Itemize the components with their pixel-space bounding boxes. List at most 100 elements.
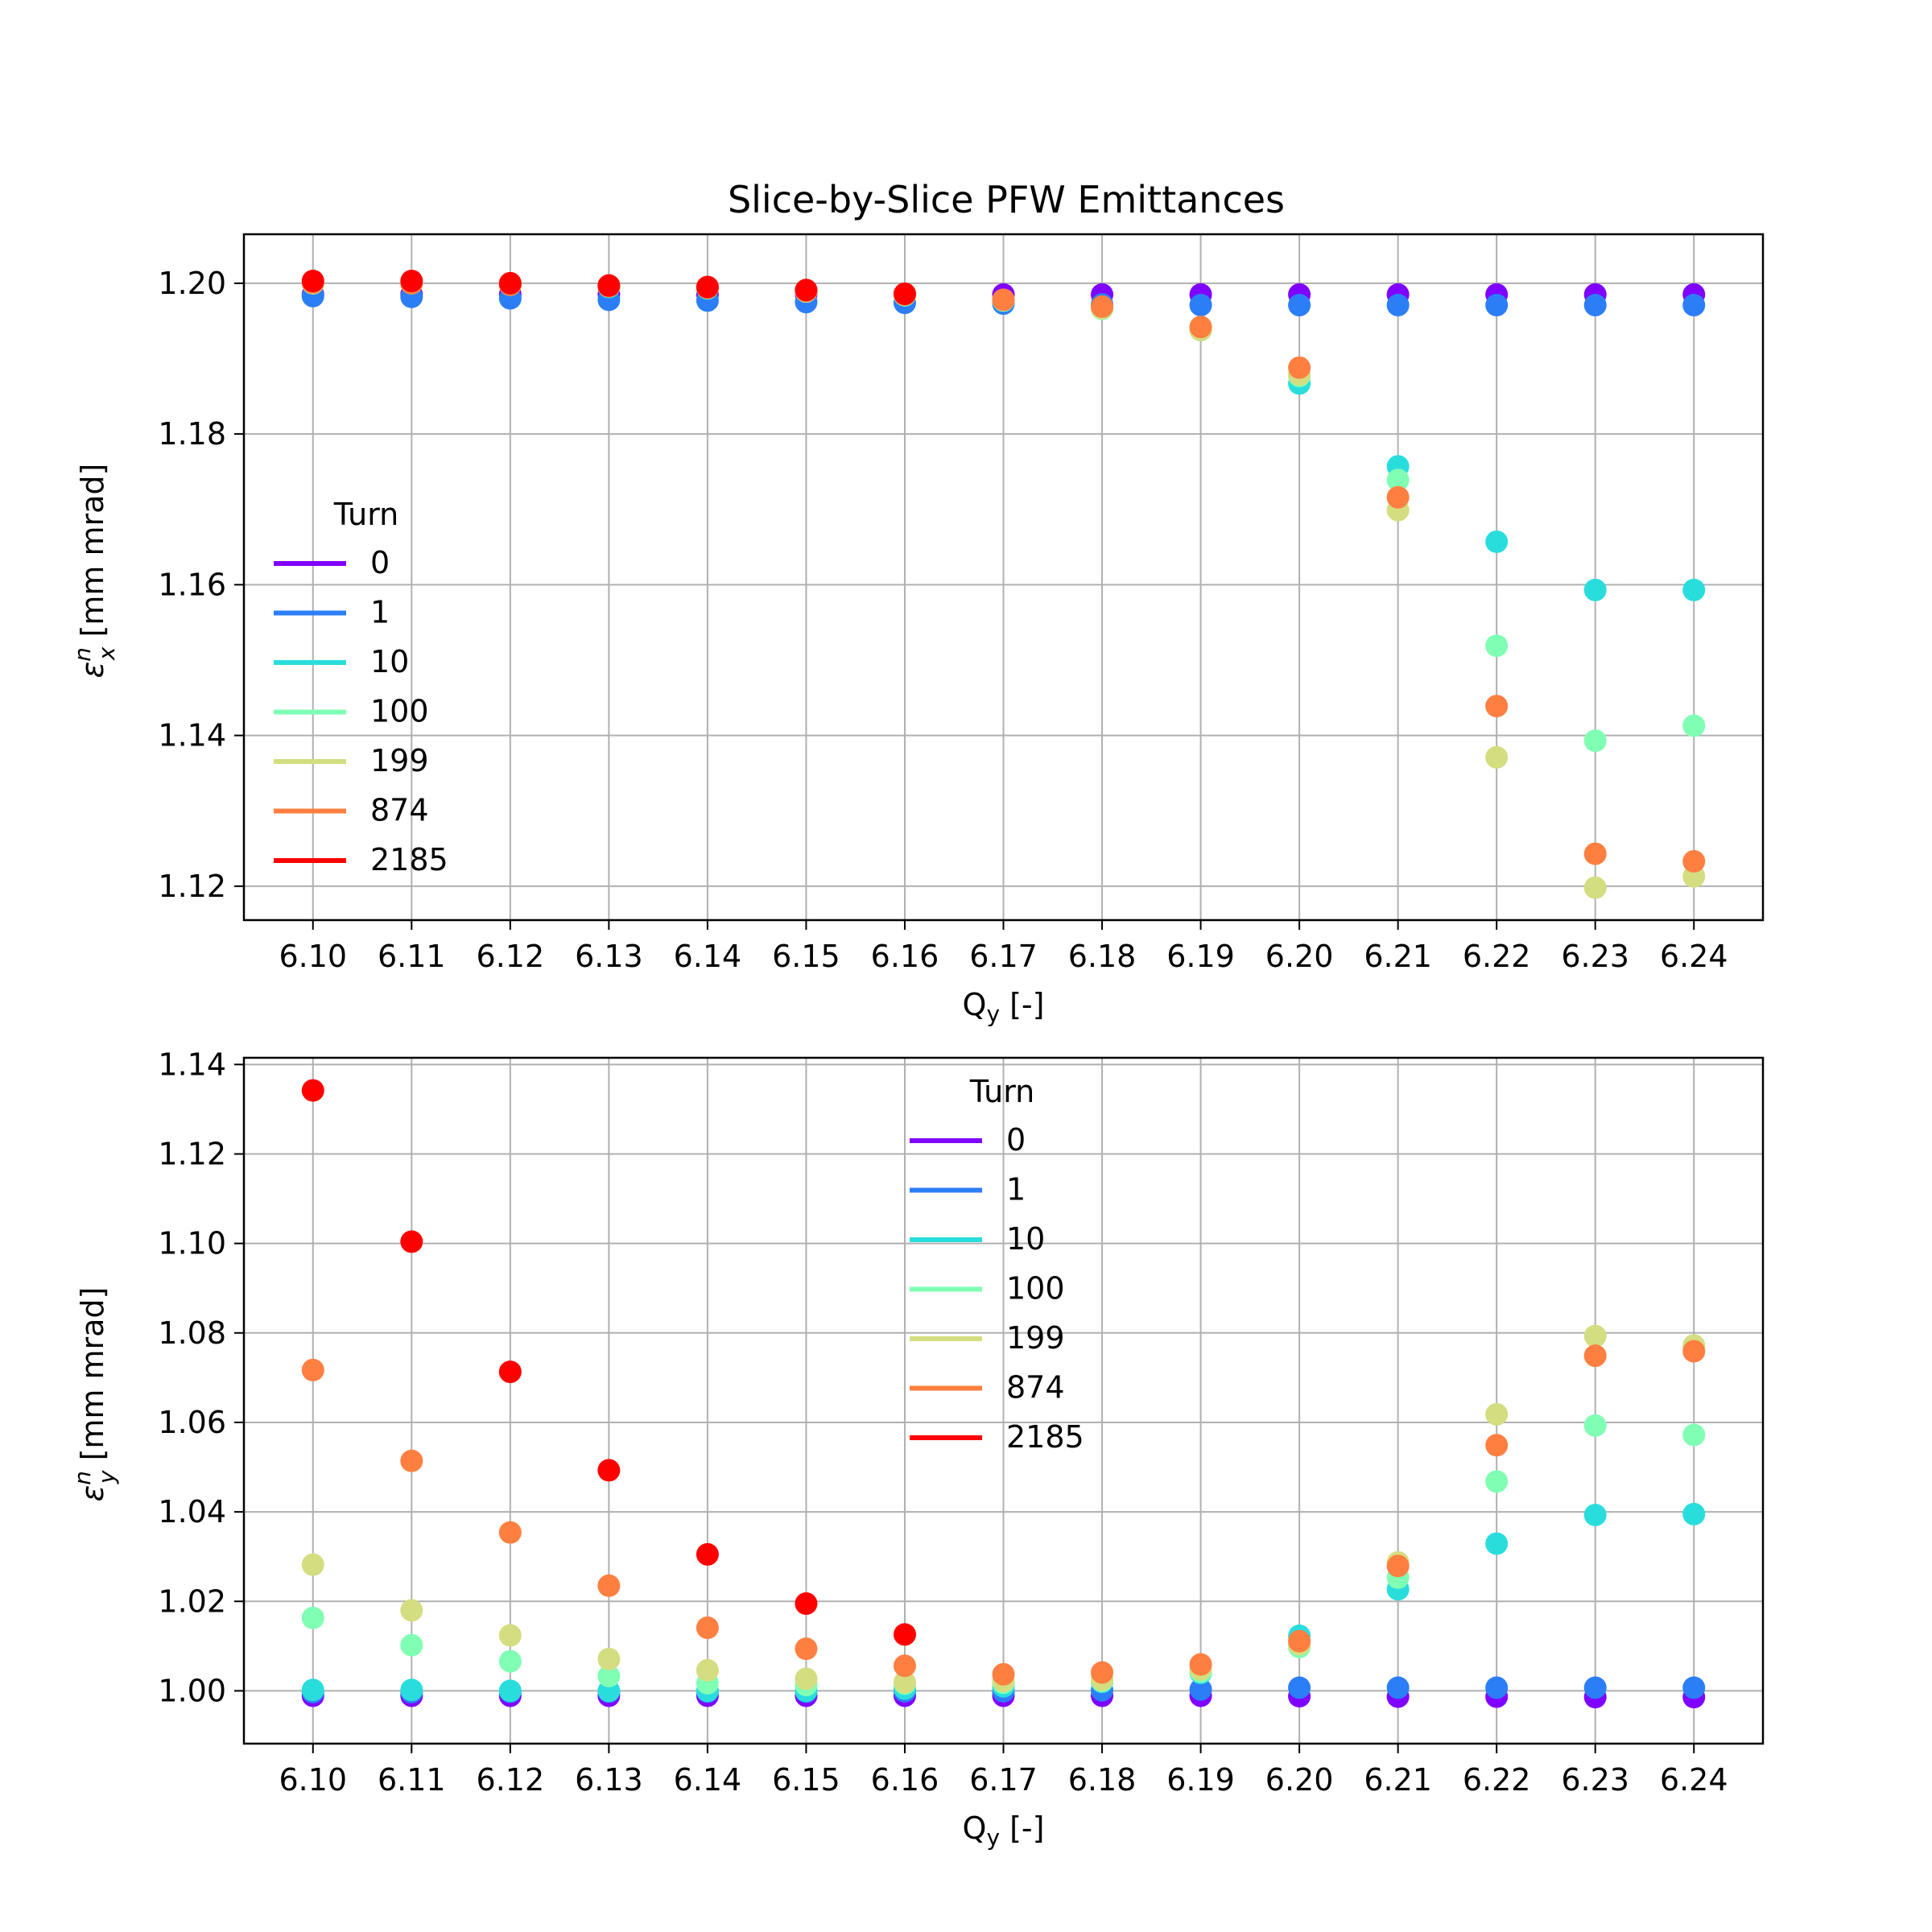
top-point-turn-199 [1485, 745, 1509, 769]
top-point-turn-2185 [400, 270, 423, 293]
top-point-turn-874 [1682, 849, 1706, 873]
top-point-turn-100 [1682, 714, 1706, 737]
bottom-y-tick-label: 1.08 [158, 1315, 226, 1351]
top-point-turn-1 [1386, 294, 1410, 317]
top-point-turn-874 [1583, 842, 1607, 865]
bottom-point-turn-1 [1485, 1676, 1509, 1699]
bottom-x-tick-label: 6.16 [871, 1762, 939, 1798]
bottom-x-tick-label: 6.10 [279, 1762, 347, 1798]
bottom-point-turn-874 [893, 1654, 916, 1678]
top-y-tick-label: 1.14 [158, 718, 226, 753]
top-x-tick-label: 6.18 [1068, 939, 1137, 974]
bottom-x-tick-label: 6.24 [1660, 1762, 1728, 1798]
top-legend-label-10: 10 [370, 644, 409, 679]
top-x-tick-label: 6.23 [1561, 939, 1629, 974]
top-point-turn-1 [1485, 294, 1509, 317]
bottom-point-turn-2185 [301, 1079, 324, 1102]
bottom-legend-label-874: 874 [1006, 1370, 1065, 1406]
top-x-tick-label: 6.13 [575, 939, 643, 974]
bottom-point-turn-199 [893, 1670, 916, 1694]
top-ticks: 6.10 6.11 6.12 6.13 6.14 6.15 6.16 6.17 6.18 6.19… [158, 266, 1728, 974]
top-x-tick-label: 6.15 [772, 939, 840, 974]
bottom-point-turn-1 [1189, 1678, 1212, 1701]
top-point-turn-2185 [498, 271, 522, 295]
top-data-points [301, 270, 1706, 899]
top-point-turn-874 [1189, 316, 1212, 339]
bottom-point-turn-874 [696, 1616, 719, 1640]
top-y-tick-label: 1.18 [158, 416, 226, 452]
bottom-point-turn-874 [1386, 1554, 1410, 1578]
bottom-point-turn-199 [1485, 1402, 1509, 1426]
bottom-point-turn-100 [301, 1606, 324, 1629]
top-point-turn-874 [1288, 356, 1311, 379]
bottom-x-tick-label: 6.11 [378, 1762, 446, 1798]
bottom-y-tick-label: 1.06 [158, 1405, 226, 1440]
bottom-point-turn-1 [1583, 1676, 1607, 1699]
bottom-x-axis-label: Qy [-] [963, 1810, 1045, 1851]
top-x-tick-label: 6.24 [1660, 939, 1728, 974]
bottom-point-turn-10 [498, 1679, 522, 1703]
top-y-tick-label: 1.16 [158, 567, 226, 602]
top-point-turn-1 [1288, 294, 1311, 317]
top-point-turn-874 [1091, 295, 1114, 318]
top-x-tick-label: 6.17 [969, 939, 1038, 974]
top-x-tick-label: 6.10 [279, 939, 347, 974]
bottom-y-axis-label: εny [mm mrad] [69, 1287, 120, 1502]
bottom-point-turn-199 [1583, 1324, 1607, 1348]
top-point-turn-2185 [893, 282, 916, 305]
bottom-x-tick-label: 6.22 [1463, 1762, 1531, 1798]
bottom-legend-label-2185: 2185 [1006, 1419, 1084, 1455]
bottom-point-turn-10 [301, 1678, 324, 1702]
top-legend-label-1: 1 [370, 595, 390, 630]
bottom-point-turn-874 [1189, 1653, 1212, 1676]
bottom-point-turn-199 [498, 1624, 522, 1647]
bottom-x-tick-label: 6.20 [1265, 1762, 1334, 1798]
bottom-x-tick-label: 6.19 [1166, 1762, 1235, 1798]
bottom-point-turn-874 [1485, 1434, 1509, 1457]
bottom-point-turn-874 [1682, 1340, 1706, 1363]
bottom-point-turn-1 [1682, 1676, 1706, 1699]
top-legend: Turn 0 1 10 100 199 874 2185 [274, 497, 448, 877]
bottom-point-turn-874 [400, 1449, 423, 1472]
top-x-tick-label: 6.12 [477, 939, 545, 974]
top-point-turn-2185 [597, 274, 621, 297]
bottom-data-points [301, 1079, 1706, 1709]
bottom-y-tick-label: 1.12 [158, 1136, 226, 1171]
bottom-legend-label-0: 0 [1006, 1122, 1026, 1158]
bottom-point-turn-874 [597, 1574, 621, 1597]
bottom-point-turn-2185 [795, 1592, 818, 1616]
top-x-tick-label: 6.16 [871, 939, 939, 974]
top-legend-label-874: 874 [370, 793, 429, 828]
bottom-legend-title: Turn [969, 1074, 1035, 1109]
top-point-turn-874 [1386, 485, 1410, 509]
bottom-point-turn-199 [400, 1599, 423, 1622]
bottom-legend: Turn 0 1 10 100 199 874 2185 [910, 1074, 1084, 1455]
bottom-legend-label-1: 1 [1006, 1172, 1026, 1208]
top-point-turn-2185 [696, 275, 719, 299]
top-x-axis-label: Qy [-] [963, 987, 1045, 1027]
bottom-point-turn-100 [400, 1633, 423, 1657]
bottom-grid [244, 1058, 1763, 1744]
bottom-point-turn-2185 [597, 1459, 621, 1482]
bottom-x-tick-label: 6.17 [969, 1762, 1038, 1798]
top-y-tick-label: 1.12 [158, 869, 226, 904]
bottom-panel-emittance-y: 6.10 6.11 6.12 6.13 6.14 6.15 6.16 6.17 6.18 6.19… [69, 1046, 1765, 1851]
top-point-turn-1 [1682, 294, 1706, 317]
bottom-legend-label-199: 199 [1006, 1320, 1065, 1356]
bottom-point-turn-2185 [400, 1230, 423, 1253]
bottom-point-turn-874 [1583, 1344, 1607, 1368]
top-grid [244, 234, 1763, 920]
bottom-x-tick-label: 6.14 [674, 1762, 742, 1798]
bottom-point-turn-199 [597, 1647, 621, 1670]
bottom-point-turn-100 [1485, 1470, 1509, 1493]
top-point-turn-100 [1485, 634, 1509, 658]
bottom-point-turn-100 [597, 1665, 621, 1688]
bottom-point-turn-874 [795, 1637, 818, 1661]
bottom-point-turn-874 [992, 1662, 1015, 1686]
top-legend-title: Turn [333, 497, 399, 532]
top-point-turn-2185 [795, 279, 818, 302]
top-legend-label-100: 100 [370, 694, 429, 729]
top-x-tick-label: 6.14 [674, 939, 742, 974]
